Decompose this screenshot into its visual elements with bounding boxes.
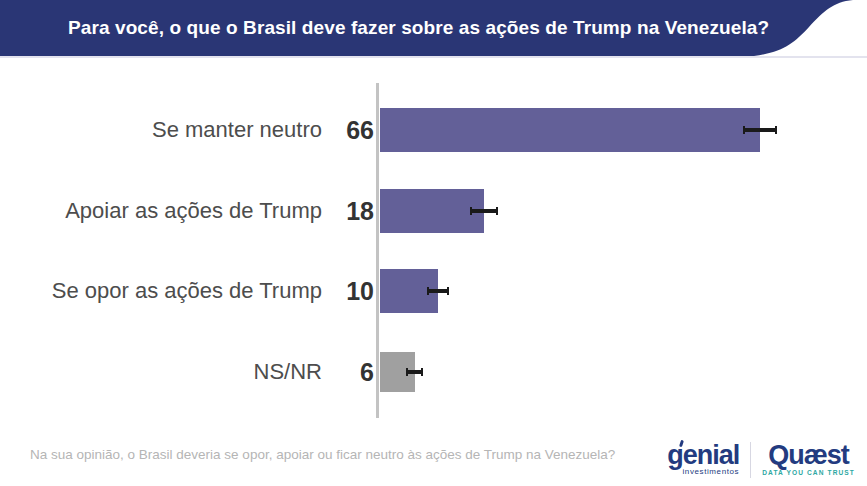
value-label: 10: [322, 279, 374, 304]
bar: [380, 189, 484, 233]
genial-logo: genial investimentos: [667, 444, 739, 477]
logo-divider: [750, 442, 751, 478]
category-label: Apoiar as ações de Trump: [10, 200, 322, 222]
survey-question-footnote: Na sua opinião, o Brasil deveria se opor…: [30, 447, 670, 462]
quaest-logo: Quæst DATA YOU CAN TRUST: [762, 444, 855, 477]
chart-axis-line: [376, 83, 379, 418]
brand-logos: genial investimentos Quæst DATA YOU CAN …: [667, 442, 855, 478]
genial-subtitle: investimentos: [682, 467, 739, 476]
error-bar-cap: [421, 368, 423, 376]
genial-wordmark: genial: [667, 444, 739, 467]
error-bar: [470, 209, 498, 213]
value-label: 6: [322, 360, 374, 385]
error-bar-cap: [496, 207, 498, 215]
error-bar: [427, 289, 449, 293]
category-label: Se opor as ações de Trump: [10, 280, 322, 302]
error-bar-cap: [470, 207, 472, 215]
bar-chart: Se manter neutro66 Apoiar as ações de Tru…: [0, 0, 867, 486]
quaest-wordmark: Quæst: [768, 444, 849, 467]
error-bar-cap: [406, 368, 408, 376]
error-bar-cap: [743, 126, 745, 134]
bar: [380, 108, 760, 152]
category-label: NS/NR: [10, 361, 322, 383]
error-bar-cap: [775, 126, 777, 134]
value-label: 18: [322, 199, 374, 224]
value-label: 66: [322, 118, 374, 143]
quaest-tagline: DATA YOU CAN TRUST: [762, 469, 855, 476]
category-label: Se manter neutro: [10, 119, 322, 141]
error-bar-cap: [427, 287, 429, 295]
error-bar: [743, 128, 778, 132]
error-bar-cap: [447, 287, 449, 295]
